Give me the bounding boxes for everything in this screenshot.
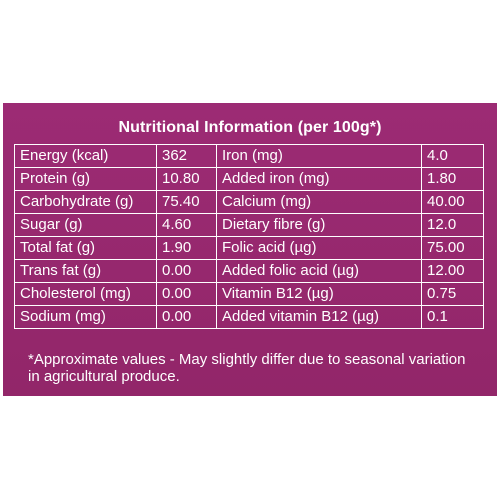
nutrient-value: 0.1: [421, 305, 484, 329]
nutrient-name: Carbohydrate (g): [14, 190, 157, 214]
nutrient-value: 4.60: [156, 213, 217, 237]
nutrient-value: 12.00: [421, 259, 484, 283]
table-row: Protein (g) 10.80 Added iron (mg) 1.80: [14, 167, 484, 191]
nutrient-value: 0.00: [156, 305, 217, 329]
nutrient-name: Calcium (mg): [216, 190, 422, 214]
table-row: Sodium (mg) 0.00 Added vitamin B12 (µg) …: [14, 305, 484, 329]
nutrient-value: 10.80: [156, 167, 217, 191]
table-row: Energy (kcal) 362 Iron (mg) 4.0: [14, 144, 484, 168]
nutrient-name: Iron (mg): [216, 144, 422, 168]
footnote: *Approximate values - May slightly diffe…: [28, 351, 466, 385]
table-row: Sugar (g) 4.60 Dietary fibre (g) 12.0: [14, 213, 484, 237]
table-row: Total fat (g) 1.90 Folic acid (µg) 75.00: [14, 236, 484, 260]
nutrient-name: Total fat (g): [14, 236, 157, 260]
nutrient-name: Dietary fibre (g): [216, 213, 422, 237]
nutrient-name: Cholesterol (mg): [14, 282, 157, 306]
nutrition-title: Nutritional Information (per 100g*): [118, 119, 382, 136]
nutrient-name: Sodium (mg): [14, 305, 157, 329]
nutrient-value: 0.00: [156, 282, 217, 306]
table-row: Carbohydrate (g) 75.40 Calcium (mg) 40.0…: [14, 190, 484, 214]
nutrient-name: Added folic acid (µg): [216, 259, 422, 283]
table-row: Cholesterol (mg) 0.00 Vitamin B12 (µg) 0…: [14, 282, 484, 306]
nutrient-value: 0.00: [156, 259, 217, 283]
nutrient-value: 1.80: [421, 167, 484, 191]
nutrient-value: 1.90: [156, 236, 217, 260]
nutrient-value: 4.0: [421, 144, 484, 168]
nutrient-value: 40.00: [421, 190, 484, 214]
nutrient-name: Added vitamin B12 (µg): [216, 305, 422, 329]
nutrient-name: Added iron (mg): [216, 167, 422, 191]
nutrient-name: Energy (kcal): [14, 144, 157, 168]
nutrient-name: Trans fat (g): [14, 259, 157, 283]
nutrient-name: Vitamin B12 (µg): [216, 282, 422, 306]
nutrient-value: 362: [156, 144, 217, 168]
nutrient-name: Folic acid (µg): [216, 236, 422, 260]
table-row: Trans fat (g) 0.00 Added folic acid (µg)…: [14, 259, 484, 283]
nutrition-table: Energy (kcal) 362 Iron (mg) 4.0 Protein …: [14, 144, 484, 329]
nutrient-value: 75.40: [156, 190, 217, 214]
nutrient-value: 0.75: [421, 282, 484, 306]
nutrient-value: 12.0: [421, 213, 484, 237]
nutrition-panel: Nutritional Information (per 100g*) Ener…: [3, 103, 497, 396]
nutrient-name: Protein (g): [14, 167, 157, 191]
nutrient-value: 75.00: [421, 236, 484, 260]
nutrient-name: Sugar (g): [14, 213, 157, 237]
